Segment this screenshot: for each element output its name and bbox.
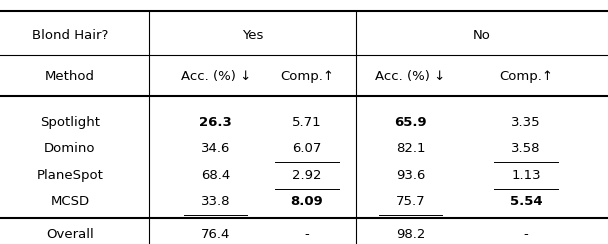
Text: Overall: Overall: [46, 228, 94, 241]
Text: 98.2: 98.2: [396, 228, 425, 241]
Text: 76.4: 76.4: [201, 228, 230, 241]
Text: Blond Hair?: Blond Hair?: [32, 29, 108, 42]
Text: -: -: [305, 228, 309, 241]
Text: Yes: Yes: [241, 29, 263, 42]
Text: 26.3: 26.3: [199, 116, 232, 129]
Text: 6.07: 6.07: [292, 142, 322, 155]
Text: Comp.↑: Comp.↑: [280, 70, 334, 83]
Text: 5.71: 5.71: [292, 116, 322, 129]
Text: MCSD: MCSD: [50, 195, 89, 208]
Text: 8.09: 8.09: [291, 195, 323, 208]
Text: 93.6: 93.6: [396, 169, 425, 182]
Text: -: -: [523, 228, 528, 241]
Text: 2.92: 2.92: [292, 169, 322, 182]
Text: No: No: [473, 29, 491, 42]
Text: 65.9: 65.9: [394, 116, 427, 129]
Text: 33.8: 33.8: [201, 195, 230, 208]
Text: Comp.↑: Comp.↑: [499, 70, 553, 83]
Text: Method: Method: [45, 70, 95, 83]
Text: 75.7: 75.7: [396, 195, 425, 208]
Text: Spotlight: Spotlight: [40, 116, 100, 129]
Text: 82.1: 82.1: [396, 142, 425, 155]
Text: 3.35: 3.35: [511, 116, 541, 129]
Text: Acc. (%) ↓: Acc. (%) ↓: [375, 70, 446, 83]
Text: 68.4: 68.4: [201, 169, 230, 182]
Text: PlaneSpot: PlaneSpot: [36, 169, 103, 182]
Text: Domino: Domino: [44, 142, 95, 155]
Text: Acc. (%) ↓: Acc. (%) ↓: [181, 70, 251, 83]
Text: 34.6: 34.6: [201, 142, 230, 155]
Text: 3.58: 3.58: [511, 142, 541, 155]
Text: 5.54: 5.54: [510, 195, 542, 208]
Text: 1.13: 1.13: [511, 169, 541, 182]
